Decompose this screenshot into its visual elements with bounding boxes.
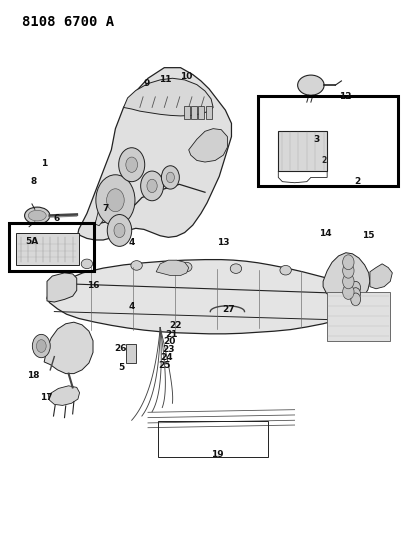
- Bar: [125, 344, 135, 363]
- Bar: [183, 107, 189, 119]
- Bar: [205, 107, 211, 119]
- Text: 20: 20: [163, 337, 175, 346]
- Ellipse shape: [81, 259, 92, 269]
- Circle shape: [342, 274, 353, 289]
- Circle shape: [118, 148, 144, 182]
- Circle shape: [140, 171, 163, 201]
- Text: 5A: 5A: [25, 237, 38, 246]
- Circle shape: [106, 189, 124, 212]
- Bar: [16, 232, 79, 265]
- Text: 22: 22: [169, 321, 182, 330]
- Bar: [198, 107, 204, 119]
- Circle shape: [36, 340, 46, 352]
- Bar: [278, 131, 326, 171]
- Text: 5: 5: [118, 363, 124, 372]
- Circle shape: [114, 223, 125, 238]
- Polygon shape: [95, 179, 113, 225]
- Circle shape: [96, 175, 135, 225]
- Polygon shape: [156, 260, 188, 276]
- Text: 2: 2: [320, 156, 326, 165]
- Polygon shape: [369, 264, 391, 289]
- Bar: [257, 96, 398, 186]
- Text: 12: 12: [338, 92, 351, 101]
- Text: 23: 23: [162, 345, 174, 354]
- Text: 24: 24: [160, 353, 172, 362]
- Text: 10: 10: [180, 72, 192, 81]
- Text: 16: 16: [87, 280, 99, 289]
- Bar: [191, 107, 196, 119]
- Text: 15: 15: [361, 231, 373, 240]
- Ellipse shape: [297, 75, 324, 95]
- Ellipse shape: [329, 267, 340, 277]
- Text: 14: 14: [318, 229, 330, 238]
- Circle shape: [342, 263, 353, 278]
- Ellipse shape: [25, 207, 50, 224]
- Bar: [326, 292, 389, 341]
- Text: 18: 18: [27, 370, 39, 379]
- Polygon shape: [47, 260, 367, 334]
- Polygon shape: [78, 68, 231, 240]
- Ellipse shape: [230, 264, 241, 273]
- Text: 6: 6: [53, 214, 59, 223]
- Bar: [9, 223, 94, 271]
- Circle shape: [161, 166, 179, 189]
- Text: 4: 4: [128, 302, 135, 311]
- Ellipse shape: [130, 261, 142, 270]
- Polygon shape: [47, 273, 76, 302]
- Polygon shape: [123, 78, 213, 116]
- Text: 2: 2: [354, 177, 360, 186]
- Circle shape: [32, 334, 50, 358]
- Text: 4: 4: [128, 238, 135, 247]
- Text: 21: 21: [165, 330, 178, 339]
- Text: 1: 1: [41, 159, 47, 167]
- Text: 26: 26: [114, 344, 126, 353]
- Circle shape: [350, 293, 360, 306]
- Polygon shape: [44, 322, 93, 374]
- Circle shape: [146, 179, 157, 192]
- Circle shape: [350, 288, 360, 301]
- Text: 17: 17: [40, 393, 52, 402]
- Polygon shape: [322, 253, 369, 305]
- Text: 7: 7: [102, 204, 108, 213]
- Text: 9: 9: [144, 79, 150, 88]
- Text: 19: 19: [210, 450, 223, 459]
- Polygon shape: [48, 386, 79, 406]
- Circle shape: [350, 281, 360, 294]
- Text: 3: 3: [313, 135, 319, 144]
- Ellipse shape: [279, 265, 291, 275]
- Circle shape: [166, 172, 174, 183]
- Text: 25: 25: [157, 361, 170, 370]
- Circle shape: [342, 285, 353, 300]
- Ellipse shape: [180, 262, 191, 272]
- Polygon shape: [188, 128, 227, 162]
- Bar: [158, 421, 267, 457]
- Circle shape: [126, 157, 137, 172]
- Text: 11: 11: [158, 75, 171, 84]
- Circle shape: [342, 255, 353, 270]
- Text: 8108 6700 A: 8108 6700 A: [22, 14, 114, 29]
- Text: 8: 8: [30, 177, 36, 186]
- Ellipse shape: [28, 211, 46, 221]
- Text: 13: 13: [216, 238, 229, 247]
- Text: 27: 27: [222, 305, 234, 314]
- Circle shape: [107, 215, 131, 246]
